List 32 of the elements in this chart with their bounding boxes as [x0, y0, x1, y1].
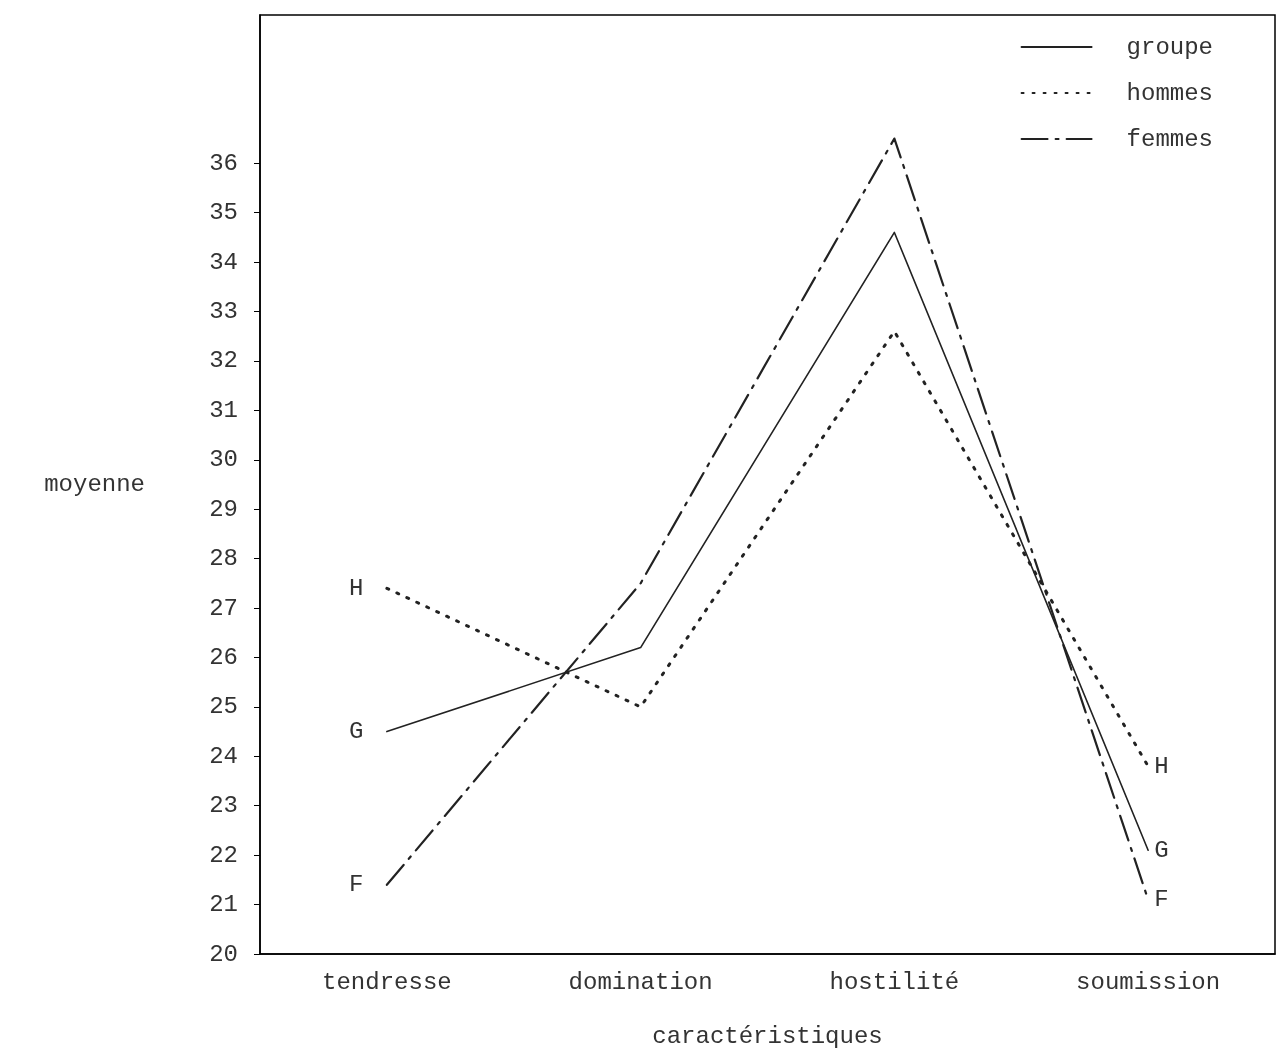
y-tick-label: 36	[209, 149, 238, 177]
y-axis-title: moyenne	[44, 471, 145, 498]
y-tick-label: 25	[209, 693, 238, 721]
y-tick-label: 27	[209, 594, 238, 622]
y-tick-label: 28	[209, 545, 238, 573]
y-tick-label: 22	[209, 841, 238, 869]
annotation: H	[348, 574, 364, 602]
y-tick-label: 34	[209, 248, 238, 276]
annotation: G	[1154, 836, 1169, 864]
y-tick-label: 35	[209, 199, 238, 227]
y-tick-label: 29	[209, 495, 238, 523]
x-tick-label: tendresse	[322, 968, 452, 996]
x-axis-title: caractéristiques	[652, 1022, 883, 1050]
x-tick-label: domination	[568, 968, 713, 996]
y-tick-label: 33	[209, 298, 238, 326]
legend-label: hommes	[1126, 79, 1214, 107]
legend-label: groupe	[1126, 33, 1214, 61]
annotation: H	[1154, 752, 1169, 780]
x-tick-label: hostilité	[829, 968, 960, 996]
y-tick-label: 23	[209, 792, 238, 820]
annotation: G	[348, 718, 364, 746]
y-tick-label: 32	[209, 347, 238, 375]
y-tick-label: 21	[209, 891, 238, 919]
annotation: F	[1154, 886, 1169, 914]
y-tick-label: 20	[209, 940, 238, 968]
legend-label: femmes	[1126, 125, 1214, 153]
y-tick-label: 31	[209, 396, 238, 424]
y-tick-label: 24	[209, 742, 238, 770]
annotation: F	[348, 871, 364, 899]
y-tick-label: 30	[209, 446, 238, 474]
x-tick-label: soumission	[1076, 968, 1221, 996]
y-tick-label: 26	[209, 643, 238, 671]
